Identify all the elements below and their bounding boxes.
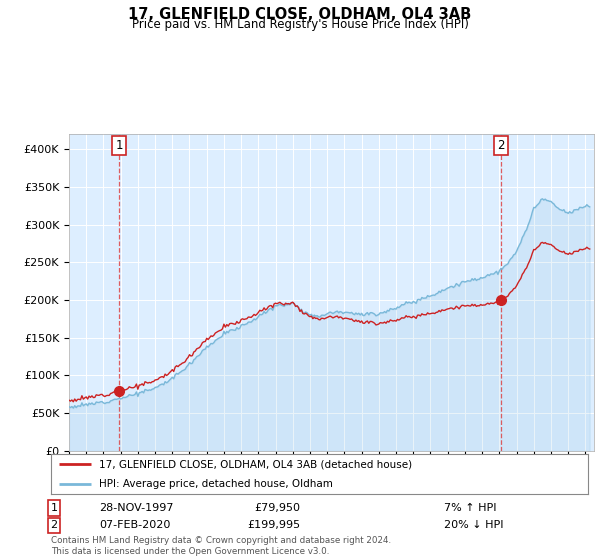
Text: HPI: Average price, detached house, Oldham: HPI: Average price, detached house, Oldh… [100,479,333,489]
Text: 07-FEB-2020: 07-FEB-2020 [99,520,170,530]
Text: £79,950: £79,950 [254,503,300,513]
Text: 28-NOV-1997: 28-NOV-1997 [99,503,173,513]
Text: 20% ↓ HPI: 20% ↓ HPI [444,520,503,530]
Text: Contains HM Land Registry data © Crown copyright and database right 2024.
This d: Contains HM Land Registry data © Crown c… [51,536,391,556]
Text: 1: 1 [115,139,123,152]
Text: 2: 2 [497,139,505,152]
Text: 7% ↑ HPI: 7% ↑ HPI [444,503,497,513]
Text: £199,995: £199,995 [247,520,300,530]
Text: Price paid vs. HM Land Registry's House Price Index (HPI): Price paid vs. HM Land Registry's House … [131,18,469,31]
Text: 17, GLENFIELD CLOSE, OLDHAM, OL4 3AB: 17, GLENFIELD CLOSE, OLDHAM, OL4 3AB [128,7,472,22]
Text: 17, GLENFIELD CLOSE, OLDHAM, OL4 3AB (detached house): 17, GLENFIELD CLOSE, OLDHAM, OL4 3AB (de… [100,459,412,469]
Text: 2: 2 [50,520,58,530]
Text: 1: 1 [50,503,58,513]
